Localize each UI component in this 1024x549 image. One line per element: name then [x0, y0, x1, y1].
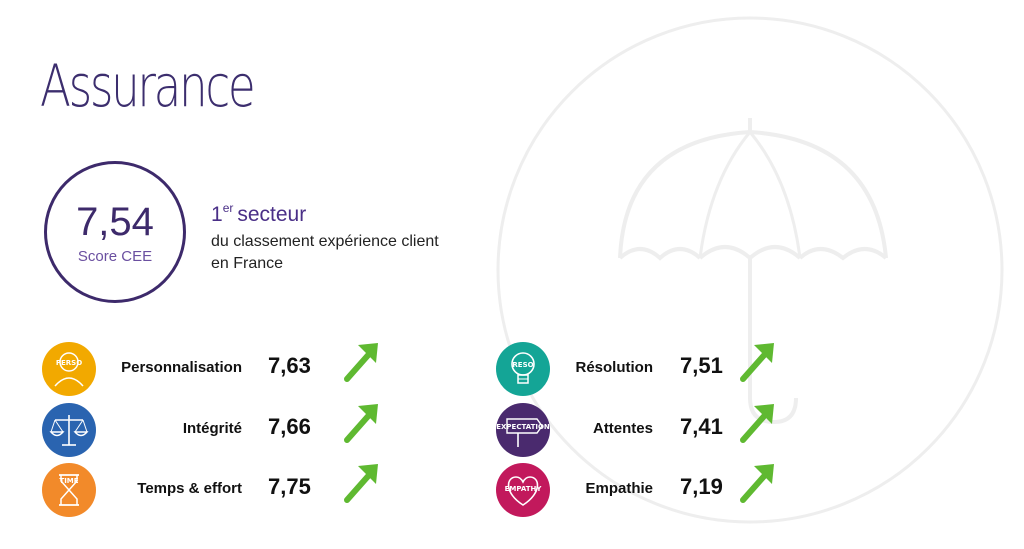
metric-label: Empathie — [585, 480, 653, 497]
metric-integrite: Intégrité 7,66 — [42, 403, 382, 457]
metric-temps-effort: TIME Temps & effort 7,75 — [42, 463, 382, 517]
metric-resolution: RESO Résolution 7,51 — [496, 342, 796, 396]
hourglass-icon-text: TIME — [59, 477, 78, 485]
metric-value: 7,51 — [680, 353, 723, 378]
metric-value: 7,63 — [268, 353, 311, 378]
ranking-word: secteur — [237, 203, 307, 226]
personalisation-icon: PERSO — [42, 342, 96, 396]
metric-label: Personnalisation — [121, 359, 242, 376]
signpost-icon: EXPECTATION — [496, 403, 550, 457]
metric-personnalisation: PERSO Personnalisation 7,63 — [42, 342, 382, 396]
score-badge: 7,54 Score CEE — [44, 161, 186, 303]
metric-label: Temps & effort — [137, 480, 242, 497]
trend-up-arrow-icon — [738, 400, 778, 444]
page-title: Assurance — [40, 52, 256, 120]
score-label: Score CEE — [77, 248, 153, 265]
metric-empathie: EMPATHY Empathie 7,19 — [496, 463, 796, 517]
scales-icon — [42, 403, 96, 457]
heart-icon-text: EMPATHY — [505, 485, 543, 493]
ranking-title: 1er secteur — [211, 202, 306, 225]
personalisation-icon-text: PERSO — [56, 359, 82, 367]
trend-up-arrow-icon — [342, 400, 382, 444]
metric-attentes: EXPECTATION Attentes 7,41 — [496, 403, 796, 457]
lightbulb-icon-text: RESO — [512, 361, 533, 369]
metric-label: Intégrité — [182, 420, 242, 437]
lightbulb-icon: RESO — [496, 342, 550, 396]
metric-value: 7,75 — [268, 474, 311, 499]
metric-label: Attentes — [592, 420, 653, 437]
metric-value: 7,41 — [680, 414, 723, 439]
trend-up-arrow-icon — [342, 339, 382, 383]
hourglass-icon: TIME — [42, 463, 96, 517]
trend-up-arrow-icon — [738, 460, 778, 504]
ranking-number: 1 — [211, 203, 223, 226]
trend-up-arrow-icon — [342, 460, 382, 504]
metric-value: 7,66 — [268, 414, 311, 439]
ranking-description: du classement expérience client en Franc… — [211, 233, 439, 272]
trend-up-arrow-icon — [738, 339, 778, 383]
heart-icon: EMPATHY — [496, 463, 550, 517]
signpost-icon-text: EXPECTATION — [496, 423, 550, 431]
metric-value: 7,19 — [680, 474, 723, 499]
score-value: 7,54 — [76, 200, 154, 244]
metric-label: Résolution — [575, 359, 654, 376]
ranking-superscript: er — [222, 201, 234, 215]
